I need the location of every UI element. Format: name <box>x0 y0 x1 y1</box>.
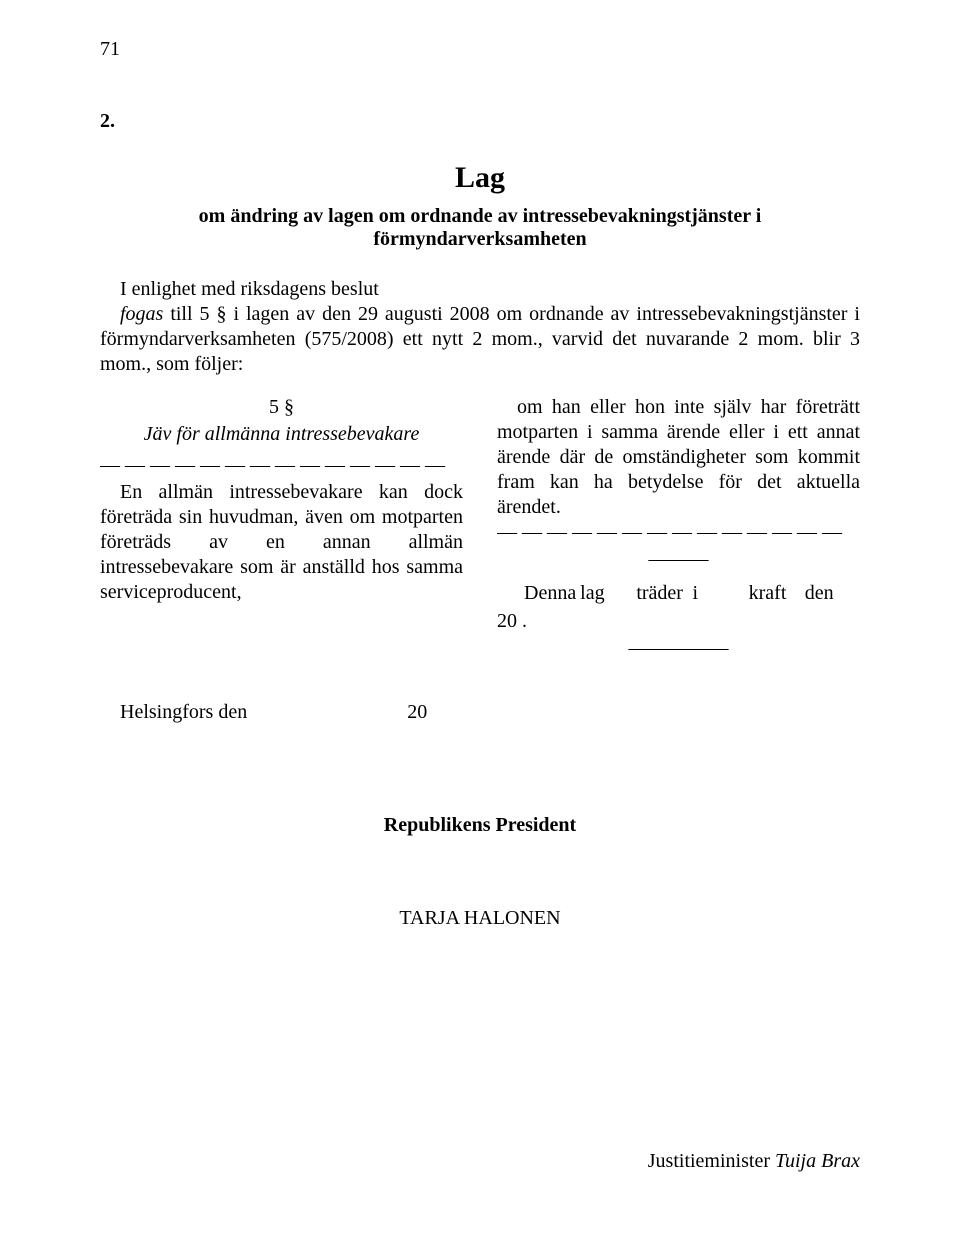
president-label: Republikens President <box>100 814 860 837</box>
page-number: 71 <box>100 38 120 61</box>
right-column: om han eller hon inte själv har företrät… <box>497 395 860 667</box>
law-subtitle: om ändring av lagen om ordnande av intre… <box>100 205 860 251</box>
dash-line-left: — — — — — — — — — — — — — — <box>100 453 463 478</box>
columns: 5 § Jäv för allmänna intressebevakare — … <box>100 395 860 667</box>
doc-number: 2. <box>100 110 860 133</box>
entry-into-force: Denna lag träder i kraft den <box>497 578 860 609</box>
left-column: 5 § Jäv för allmänna intressebevakare — … <box>100 395 463 667</box>
short-rule-top: ——— <box>497 547 860 572</box>
minister-prefix: Justitieminister <box>648 1150 775 1172</box>
president-name: TARJA HALONEN <box>100 907 860 930</box>
entry-word-1: lag <box>579 580 633 607</box>
entry-word-0: Denna <box>523 580 577 607</box>
helsingfors-label: Helsingfors den <box>100 701 247 724</box>
helsingfors-year: 20 <box>387 701 427 724</box>
short-rule-bottom: ————— <box>497 636 860 661</box>
helsingfors-row: Helsingfors den 20 <box>100 701 860 724</box>
preamble-fogas: fogas <box>120 303 163 325</box>
dash-line-right: — — — — — — — — — — — — — — <box>497 520 860 545</box>
preamble-line1: I enlighet med riksdagens beslut <box>100 277 860 302</box>
section-heading: Jäv för allmänna intressebevakare <box>100 422 463 447</box>
minister-name: Tuija Brax <box>775 1150 860 1172</box>
preamble-line2: fogas till 5 § i lagen av den 29 augusti… <box>100 302 860 377</box>
right-paragraph: om han eller hon inte själv har företrät… <box>497 395 860 520</box>
entry-line2: 20 . <box>497 609 860 634</box>
entry-word-3: i <box>691 580 745 607</box>
entry-word-4: kraft <box>748 580 802 607</box>
page: 71 2. Lag om ändring av lagen om ordnand… <box>0 0 960 1233</box>
entry-word-2: träder <box>635 580 689 607</box>
law-title: Lag <box>100 161 860 195</box>
left-paragraph: En allmän intressebevakare kan dock före… <box>100 480 463 605</box>
preamble: I enlighet med riksdagens beslut fogas t… <box>100 277 860 377</box>
below-columns: Helsingfors den 20 <box>100 701 860 724</box>
entry-word-5: den <box>804 580 858 607</box>
preamble-rest: till 5 § i lagen av den 29 augusti 2008 … <box>100 303 860 375</box>
section-number: 5 § <box>100 395 463 420</box>
minister: Justitieminister Tuija Brax <box>648 1150 860 1173</box>
